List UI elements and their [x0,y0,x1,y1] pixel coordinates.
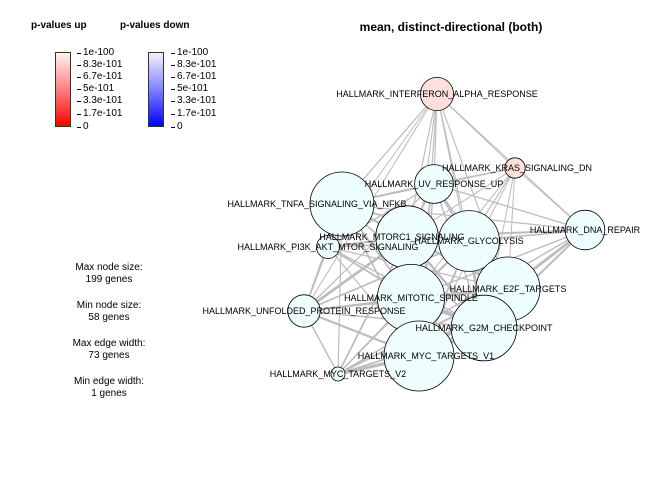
tick-label: 0 [77,121,89,132]
node-pi3k [316,235,340,259]
min-node-size-info: Min node size: 58 genes [60,300,158,324]
edge-uv-dna [433,183,586,231]
tick-label: 1.7e-101 [170,108,217,119]
node-label-tnfa: HALLMARK_TNFA_SIGNALING_VIA_NFKB [227,199,406,209]
node-tnfa [309,171,375,237]
min-edge-width-label: Min edge width: [73,376,145,387]
tick-label: 6.7e-101 [76,71,123,82]
max-node-size-info: Max node size: 199 genes [60,262,158,286]
node-label-ifna: HALLMARK_INTERFERON_ALPHA_RESPONSE [336,89,538,99]
node-glyc [438,210,500,272]
max-node-size-label: Max node size: [75,262,143,273]
tick-label: 3.3e-101 [76,95,123,106]
colorbar-up [55,52,71,127]
node-myc2 [330,366,346,382]
edge-ifna-e2f [436,93,509,290]
tick-label: 5e-101 [76,83,115,94]
tick-label: 5e-101 [170,83,209,94]
max-edge-width-value: 73 genes [88,350,130,361]
tick-label: 8.3e-101 [170,59,217,70]
min-node-size-label: Min node size: [76,300,142,311]
node-uv [414,164,454,204]
node-label-spindle: HALLMARK_MITOTIC_SPINDLE [344,293,478,303]
min-node-size-value: 58 genes [88,312,130,323]
node-label-kras: HALLMARK_KRAS_SIGNALING_DN [442,163,592,173]
legend-up-title: p-values up [31,20,87,31]
node-g2m [450,294,518,362]
edge-ifna-kras [436,93,516,169]
graph-title: mean, distinct-directional (both) [360,20,543,34]
node-label-dna: HALLMARK_DNA_REPAIR [530,225,641,235]
tick-label: 1e-100 [170,47,209,58]
tick-label: 1.7e-101 [76,108,123,119]
legend-down-title: p-values down [120,20,190,31]
node-myc1 [383,320,455,392]
node-label-pi3k: HALLMARK_PI3K_AKT_MTOR_SIGNALING [238,242,419,252]
min-edge-width-value: 1 genes [91,388,127,399]
node-label-upr: HALLMARK_UNFOLDED_PROTEIN_RESPONSE [202,306,405,316]
max-edge-width-label: Max edge width: [72,338,146,349]
colorbar-down [148,52,164,127]
tick-label: 6.7e-101 [170,71,217,82]
node-label-myc1: HALLMARK_MYC_TARGETS_V1 [358,351,494,361]
tick-label: 8.3e-101 [76,59,123,70]
node-label-uv: HALLMARK_UV_RESPONSE_UP [365,179,504,189]
nodes-layer [287,77,606,392]
tick-label: 1e-100 [76,47,115,58]
node-label-myc2: HALLMARK_MYC_TARGETS_V2 [270,369,406,379]
node-kras [504,157,526,179]
node-label-glyc: HALLMARK_GLYCOLYSIS [414,236,523,246]
node-label-e2f: HALLMARK_E2F_TARGETS [450,284,567,294]
max-edge-width-info: Max edge width: 73 genes [60,338,158,362]
node-dna [564,209,606,251]
node-upr [287,294,321,328]
node-label-g2m: HALLMARK_G2M_CHECKPOINT [415,323,553,333]
max-node-size-value: 199 genes [85,274,133,285]
edge-uv-upr [303,183,435,312]
tick-label: 0 [171,121,183,132]
min-edge-width-info: Min edge width: 1 genes [60,376,158,400]
node-label-mtor: HALLMARK_MTORC1_SIGNALING [319,232,464,242]
node-ifna [419,77,454,112]
labels-layer: HALLMARK_INTERFERON_ALPHA_RESPONSE HALLMA… [202,89,640,379]
tick-label: 3.3e-101 [170,95,217,106]
